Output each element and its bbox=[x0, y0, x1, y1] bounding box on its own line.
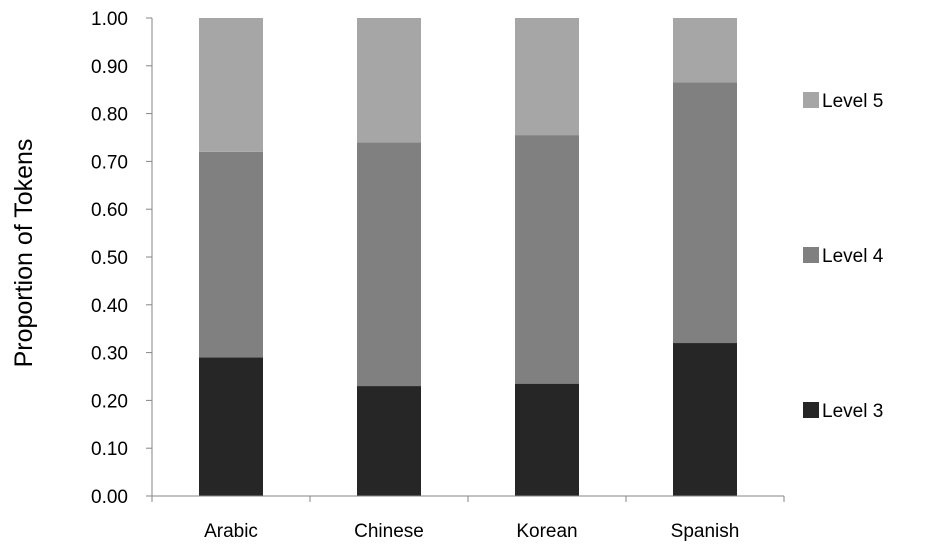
legend-swatch-level-3 bbox=[803, 402, 819, 418]
y-tick-label: 0.40 bbox=[91, 296, 128, 317]
y-tick-label: 0.80 bbox=[91, 105, 128, 126]
y-tick-label: 0.70 bbox=[91, 152, 128, 173]
bar-arabic-level-3 bbox=[199, 357, 263, 496]
y-tick-label: 0.30 bbox=[91, 344, 128, 365]
bar-chinese-level-5 bbox=[357, 18, 421, 143]
bar-spanish-level-5 bbox=[673, 18, 737, 83]
legend-swatch-level-5 bbox=[803, 92, 819, 108]
axes-group: 0.00 0.10 0.20 0.30 0.40 0.50 0.60 0.70 0.80 0.90… bbox=[91, 9, 785, 542]
y-tick-label: 0.50 bbox=[91, 248, 128, 269]
x-tick-label: Chinese bbox=[354, 521, 424, 542]
bar-korean-level-3 bbox=[515, 383, 579, 496]
bar-korean-level-4 bbox=[515, 135, 579, 384]
x-tick-label: Arabic bbox=[204, 521, 258, 542]
y-tick-label: 0.60 bbox=[91, 200, 128, 221]
x-tick-label: Korean bbox=[516, 521, 577, 542]
y-tick-label: 1.00 bbox=[91, 9, 128, 30]
bar-chinese-level-3 bbox=[357, 386, 421, 496]
x-tick-label: Spanish bbox=[671, 521, 740, 542]
bars-group bbox=[199, 18, 737, 496]
legend-label-level-4: Level 4 bbox=[822, 246, 884, 267]
y-axis-title: Proportion of Tokens bbox=[10, 139, 38, 368]
bar-spanish-level-4 bbox=[673, 82, 737, 344]
legend-label-level-5: Level 5 bbox=[822, 91, 883, 112]
bar-chinese-level-4 bbox=[357, 142, 421, 387]
y-tick-label: 0.90 bbox=[91, 57, 128, 78]
bar-spanish-level-3 bbox=[673, 343, 737, 496]
bar-arabic-level-4 bbox=[199, 151, 263, 358]
bar-arabic-level-5 bbox=[199, 18, 263, 152]
y-tick-label: 0.20 bbox=[91, 391, 128, 412]
legend-swatch-level-4 bbox=[803, 247, 819, 263]
y-tick-label: 0.10 bbox=[91, 439, 128, 460]
legend: Level 3 Level 4 Level 5 bbox=[803, 91, 884, 422]
legend-label-level-3: Level 3 bbox=[822, 401, 883, 422]
y-tick-label: 0.00 bbox=[91, 487, 128, 508]
bar-korean-level-5 bbox=[515, 18, 579, 136]
